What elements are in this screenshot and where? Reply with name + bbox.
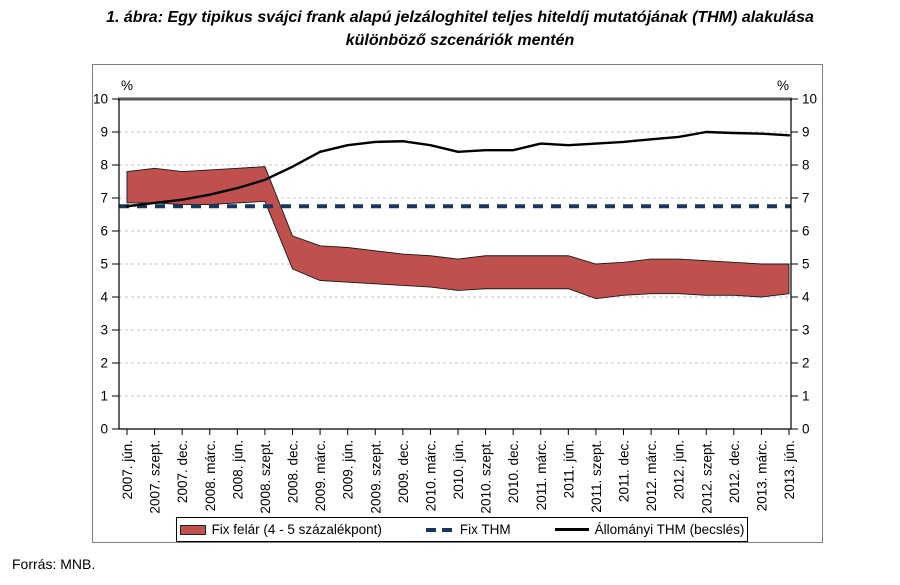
fix-felar-band <box>126 166 790 300</box>
svg-text:2: 2 <box>802 356 810 371</box>
svg-text:2012. márc.: 2012. márc. <box>644 440 659 511</box>
svg-text:9: 9 <box>802 125 810 140</box>
svg-text:0: 0 <box>100 422 108 437</box>
svg-text:2011. szept.: 2011. szept. <box>589 440 604 513</box>
y-axis-left: 0 1 2 3 4 5 6 7 8 9 10 <box>93 92 119 437</box>
svg-text:2008. jún.: 2008. jún. <box>230 440 245 499</box>
svg-text:0: 0 <box>802 422 810 437</box>
svg-text:2011. dec.: 2011. dec. <box>617 440 632 502</box>
svg-text:2011. jún.: 2011. jún. <box>561 440 576 498</box>
svg-text:2011. márc.: 2011. márc. <box>534 440 549 510</box>
svg-text:2012. jún.: 2012. jún. <box>672 440 687 499</box>
svg-text:2010. szept.: 2010. szept. <box>479 440 494 514</box>
svg-text:2012. dec.: 2012. dec. <box>727 440 742 503</box>
chart-title-line2: különböző szcenáriók mentén <box>345 32 575 49</box>
svg-text:8: 8 <box>802 158 810 173</box>
svg-text:2009. szept.: 2009. szept. <box>368 440 383 514</box>
unit-label-right: % <box>777 78 789 93</box>
legend-label-allomanyi-thm: Állományi THM (becslés) <box>594 522 745 537</box>
legend-item-allomanyi-thm: Állományi THM (becslés) <box>554 522 745 537</box>
svg-text:2010. márc.: 2010. márc. <box>423 440 438 511</box>
svg-text:2007. dec.: 2007. dec. <box>175 440 190 503</box>
legend-label-fix-felar: Fix felár (4 - 5 százalékpont) <box>211 522 382 537</box>
svg-text:2013. márc.: 2013. márc. <box>754 440 769 511</box>
svg-text:4: 4 <box>100 290 108 305</box>
svg-text:8: 8 <box>100 158 108 173</box>
svg-text:2008. szept.: 2008. szept. <box>258 440 273 514</box>
y-axis-right: 0 1 2 3 4 5 6 7 8 9 10 <box>791 92 817 437</box>
svg-text:1: 1 <box>802 389 810 404</box>
legend-label-fix-thm: Fix THM <box>459 522 511 537</box>
svg-text:2009. dec.: 2009. dec. <box>396 440 411 503</box>
svg-text:2007. jún.: 2007. jún. <box>120 440 135 499</box>
chart-figure: 0 1 2 3 4 5 6 7 8 9 10 0 1 2 3 4 5 6 7 8 9 10%% 2007. jún. 2007… <box>92 64 823 543</box>
svg-text:2012. szept.: 2012. szept. <box>699 440 714 514</box>
svg-text:7: 7 <box>100 191 108 206</box>
svg-text:2009. márc.: 2009. márc. <box>313 440 328 511</box>
svg-text:6: 6 <box>100 224 108 239</box>
band-swatch-icon <box>179 524 206 535</box>
solid-line-swatch-icon <box>554 528 589 531</box>
chart-title-line1: 1. ábra: Egy tipikus svájci frank alapú … <box>106 9 814 26</box>
svg-text:9: 9 <box>100 125 108 140</box>
svg-text:7: 7 <box>802 191 810 206</box>
svg-text:5: 5 <box>802 257 810 272</box>
legend-item-fix-felar: Fix felár (4 - 5 százalékpont) <box>179 522 382 537</box>
svg-text:3: 3 <box>802 323 810 338</box>
x-axis-labels: 2007. jún. 2007. szept. 2007. dec. 2008. má… <box>120 429 797 514</box>
svg-text:4: 4 <box>802 290 810 305</box>
svg-text:2010. jún.: 2010. jún. <box>451 440 466 499</box>
allomanyi-thm-line <box>125 130 791 208</box>
svg-text:5: 5 <box>100 257 108 272</box>
svg-text:2007. szept.: 2007. szept. <box>148 440 163 514</box>
svg-text:3: 3 <box>100 323 108 338</box>
unit-label-left: % <box>121 78 133 93</box>
chart-title: 1. ábra: Egy tipikus svájci frank alapú … <box>20 6 900 52</box>
chart-legend: Fix felár (4 - 5 százalékpont) Fix THM Á… <box>176 517 748 542</box>
svg-text:1: 1 <box>100 389 108 404</box>
dashed-line-swatch-icon <box>425 527 454 532</box>
svg-text:10: 10 <box>802 92 817 107</box>
svg-text:2013. jún.: 2013. jún. <box>782 440 797 499</box>
svg-text:2: 2 <box>100 356 108 371</box>
svg-text:10: 10 <box>93 92 108 107</box>
svg-text:6: 6 <box>802 224 810 239</box>
svg-text:2009. jún.: 2009. jún. <box>341 440 356 499</box>
source-note: Forrás: MNB. <box>12 556 96 572</box>
legend-item-fix-thm: Fix THM <box>425 522 511 537</box>
svg-text:2008. dec.: 2008. dec. <box>286 440 301 503</box>
svg-text:2010. dec.: 2010. dec. <box>506 440 521 503</box>
svg-text:2008. márc.: 2008. márc. <box>203 440 218 511</box>
